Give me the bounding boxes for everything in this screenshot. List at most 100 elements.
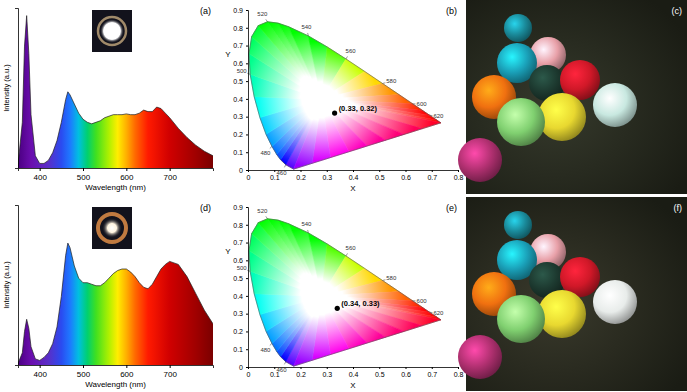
- tick: 700: [163, 365, 177, 379]
- ball: [593, 83, 637, 127]
- tick-label: 400: [33, 370, 47, 379]
- tick-label: 0: [247, 174, 251, 181]
- panel-label: (b): [446, 6, 457, 16]
- figure-root: 400500600700Wavelength (nm)Intensity (a.…: [0, 0, 687, 392]
- tick-label: 0.4: [349, 174, 359, 181]
- locus-label: 580: [386, 275, 397, 281]
- locus-tick: [270, 146, 272, 148]
- gamut-wedge: [258, 219, 321, 297]
- tick-mark: [458, 367, 459, 369]
- tick: 0.7: [427, 367, 437, 378]
- tick-mark: [246, 349, 248, 350]
- axis-line: [249, 171, 459, 173]
- locus-tick: [383, 82, 386, 84]
- tick-label: 0.1: [233, 149, 243, 156]
- locus-label: 500: [237, 68, 248, 74]
- led-ring: [98, 214, 126, 242]
- tick-mark: [40, 365, 41, 368]
- tick-mark: [170, 365, 171, 368]
- tick-label: 500: [77, 173, 91, 182]
- plot-area: [249, 22, 441, 169]
- gamut-fill: [249, 219, 441, 366]
- spectral-locus: [249, 22, 441, 169]
- tick: 0: [247, 367, 251, 378]
- tick-mark: [83, 168, 84, 171]
- tick-label: 0.8: [454, 371, 464, 378]
- locus-tick: [270, 343, 272, 345]
- spectrum-line: [18, 243, 213, 363]
- photo-panel: (c): [458, 0, 687, 194]
- ball: [504, 211, 532, 239]
- tick-label: 0.2: [296, 174, 306, 181]
- tick-label: 0.9: [233, 7, 243, 14]
- tick: 0.2: [233, 328, 248, 335]
- tick-label: 0.3: [322, 371, 332, 378]
- tick: 0.4: [349, 170, 359, 181]
- ball: [538, 290, 586, 338]
- ball: [458, 138, 502, 182]
- tick-label: 0: [239, 167, 243, 174]
- tick-mark: [246, 170, 248, 171]
- tick: 0.3: [322, 367, 332, 378]
- tick-label: 0.4: [233, 96, 243, 103]
- tick-mark: [246, 28, 248, 29]
- ball: [593, 280, 637, 324]
- panel-label: (c): [672, 6, 683, 16]
- tick-mark: [353, 170, 354, 172]
- axis-line: [246, 208, 249, 368]
- tick-label: 400: [33, 173, 47, 182]
- axis-line: [15, 9, 19, 169]
- locus-tick: [284, 362, 285, 365]
- locus-tick: [413, 300, 416, 301]
- ball: [497, 295, 545, 343]
- tick-mark: [246, 278, 248, 279]
- locus-tick: [307, 33, 309, 36]
- plot-area: [18, 243, 213, 365]
- axis-line: [249, 368, 459, 370]
- tick-label: 0.4: [233, 293, 243, 300]
- tick-label: 0.1: [270, 371, 280, 378]
- gamut-wedge: [258, 22, 321, 100]
- tick: 0.1: [233, 346, 248, 353]
- tick-label: 600: [120, 173, 134, 182]
- gamut-wedge: [254, 294, 321, 315]
- cie-panel: 46048050052054056058060062000.10.20.30.4…: [225, 203, 463, 390]
- tick-label: 0.4: [349, 371, 359, 378]
- tick: 0: [239, 167, 248, 174]
- tick: 0.2: [233, 131, 248, 138]
- tick: 0.4: [233, 96, 248, 103]
- tick-label: 0.5: [233, 275, 243, 282]
- chromaticity-point: [332, 111, 337, 116]
- tick: 0.1: [233, 149, 248, 156]
- tick-mark: [246, 99, 248, 100]
- spectrum-panel: 400500600700Wavelength (nm)Intensity (a.…: [2, 203, 214, 389]
- locus-label: 620: [433, 113, 444, 119]
- axis: 400500600700: [19, 168, 214, 182]
- axis-line: [15, 206, 19, 366]
- tick-mark: [327, 170, 328, 172]
- axis: 00.10.20.30.40.50.60.70.80.9: [233, 204, 248, 371]
- plot-area: [18, 16, 213, 168]
- locus-label: 600: [417, 101, 428, 107]
- tick: 600: [120, 168, 134, 182]
- spectrum-area: [18, 243, 213, 365]
- tick-mark: [274, 367, 275, 369]
- tick: 0.3: [233, 113, 248, 120]
- tick-label: 0.8: [233, 222, 243, 229]
- tick-mark: [83, 365, 84, 368]
- tick-mark: [327, 367, 328, 369]
- tick-label: 0.8: [233, 25, 243, 32]
- tick-label: 0.7: [233, 42, 243, 49]
- axis-line: [19, 366, 214, 369]
- ball: [504, 14, 532, 42]
- tick: 500: [77, 168, 91, 182]
- gamut-wedge: [254, 97, 321, 118]
- tick-label: 0.7: [427, 174, 437, 181]
- tick-mark: [432, 367, 433, 369]
- tick-mark: [406, 367, 407, 369]
- data-label: (0.33, 0.32): [339, 104, 378, 113]
- tick-label: 0.6: [233, 60, 243, 67]
- tick-mark: [458, 170, 459, 172]
- x-axis-title: X: [350, 381, 356, 390]
- data-label: (0.34, 0.33): [341, 299, 380, 308]
